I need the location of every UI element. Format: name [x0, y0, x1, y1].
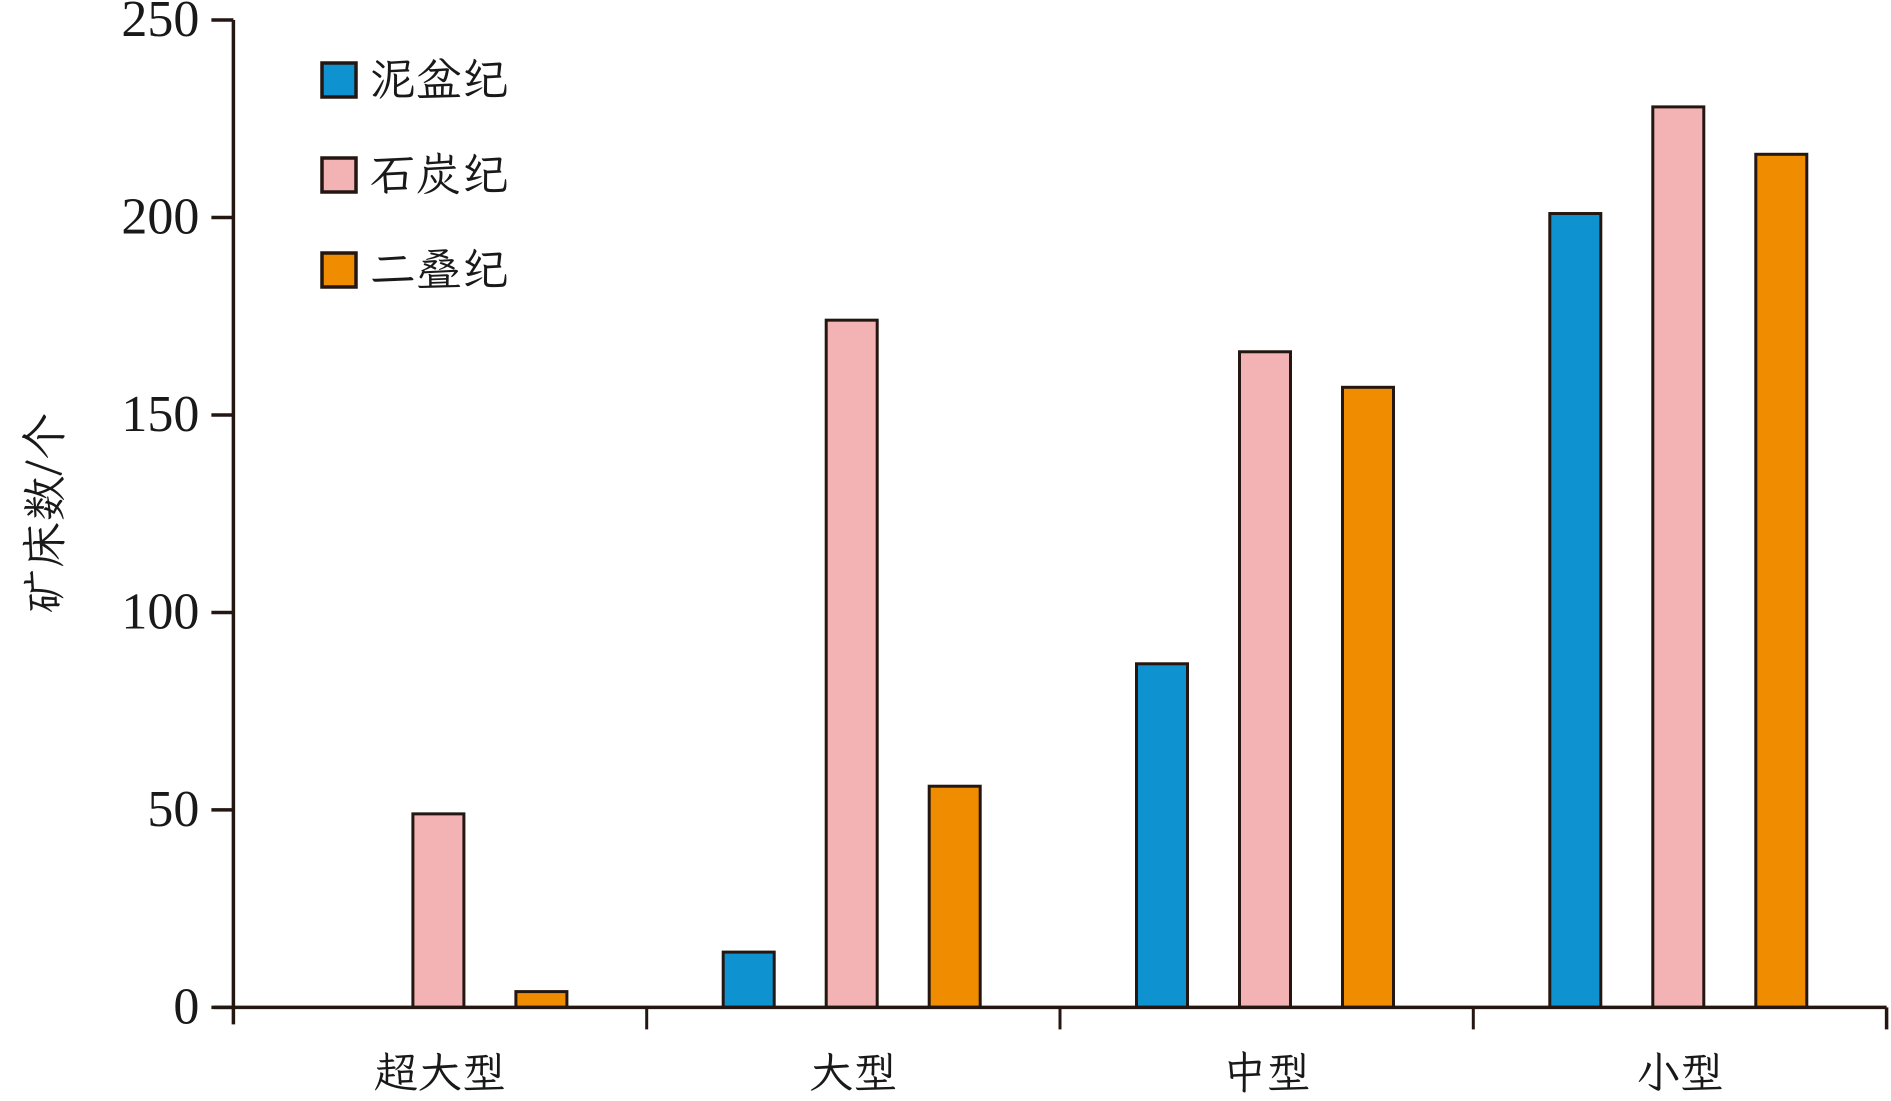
- svg-text:矿床数/个: 矿床数/个: [14, 414, 74, 614]
- svg-text:超大型: 超大型: [374, 1042, 506, 1100]
- svg-text:100: 100: [121, 583, 199, 640]
- svg-text:小型: 小型: [1636, 1042, 1724, 1100]
- svg-text:石炭纪: 石炭纪: [370, 144, 508, 204]
- svg-text:大型: 大型: [809, 1042, 897, 1100]
- svg-text:中型: 中型: [1223, 1042, 1311, 1100]
- svg-text:150: 150: [121, 386, 199, 443]
- svg-text:250: 250: [121, 0, 199, 48]
- svg-text:泥盆纪: 泥盆纪: [370, 49, 508, 109]
- svg-text:二叠纪: 二叠纪: [370, 239, 508, 299]
- svg-text:50: 50: [147, 781, 199, 838]
- svg-text:200: 200: [121, 188, 199, 245]
- svg-text:0: 0: [173, 978, 199, 1035]
